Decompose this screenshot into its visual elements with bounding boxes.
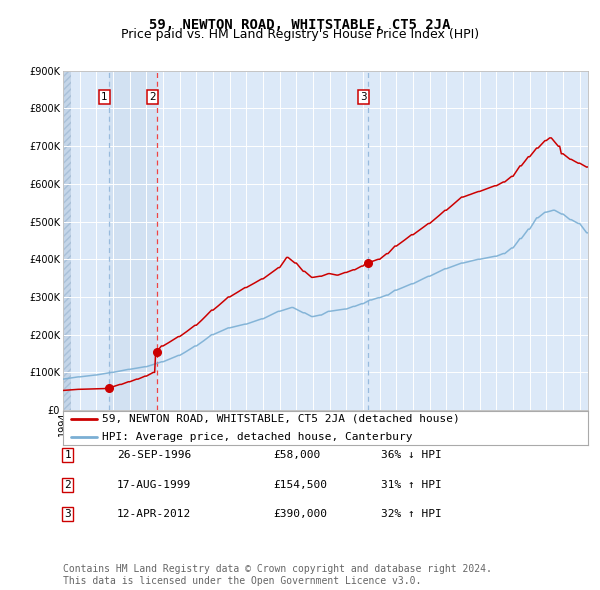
Text: 31% ↑ HPI: 31% ↑ HPI bbox=[381, 480, 442, 490]
Text: £154,500: £154,500 bbox=[273, 480, 327, 490]
Text: £58,000: £58,000 bbox=[273, 451, 320, 460]
Bar bbox=[109, 71, 157, 410]
Text: Contains HM Land Registry data © Crown copyright and database right 2024.
This d: Contains HM Land Registry data © Crown c… bbox=[63, 564, 492, 586]
Text: 59, NEWTON ROAD, WHITSTABLE, CT5 2JA: 59, NEWTON ROAD, WHITSTABLE, CT5 2JA bbox=[149, 18, 451, 32]
Text: 59, NEWTON ROAD, WHITSTABLE, CT5 2JA (detached house): 59, NEWTON ROAD, WHITSTABLE, CT5 2JA (de… bbox=[103, 414, 460, 424]
Text: 1: 1 bbox=[64, 451, 71, 460]
Text: 3: 3 bbox=[360, 92, 367, 102]
Text: 12-APR-2012: 12-APR-2012 bbox=[117, 510, 191, 519]
Text: 1: 1 bbox=[101, 92, 107, 102]
Text: 26-SEP-1996: 26-SEP-1996 bbox=[117, 451, 191, 460]
Bar bbox=[63, 71, 71, 410]
Text: HPI: Average price, detached house, Canterbury: HPI: Average price, detached house, Cant… bbox=[103, 432, 413, 442]
Text: 2: 2 bbox=[149, 92, 156, 102]
Text: 2: 2 bbox=[64, 480, 71, 490]
Text: 17-AUG-1999: 17-AUG-1999 bbox=[117, 480, 191, 490]
Text: £390,000: £390,000 bbox=[273, 510, 327, 519]
Text: 3: 3 bbox=[64, 510, 71, 519]
Text: 36% ↓ HPI: 36% ↓ HPI bbox=[381, 451, 442, 460]
Text: 32% ↑ HPI: 32% ↑ HPI bbox=[381, 510, 442, 519]
Text: Price paid vs. HM Land Registry's House Price Index (HPI): Price paid vs. HM Land Registry's House … bbox=[121, 28, 479, 41]
